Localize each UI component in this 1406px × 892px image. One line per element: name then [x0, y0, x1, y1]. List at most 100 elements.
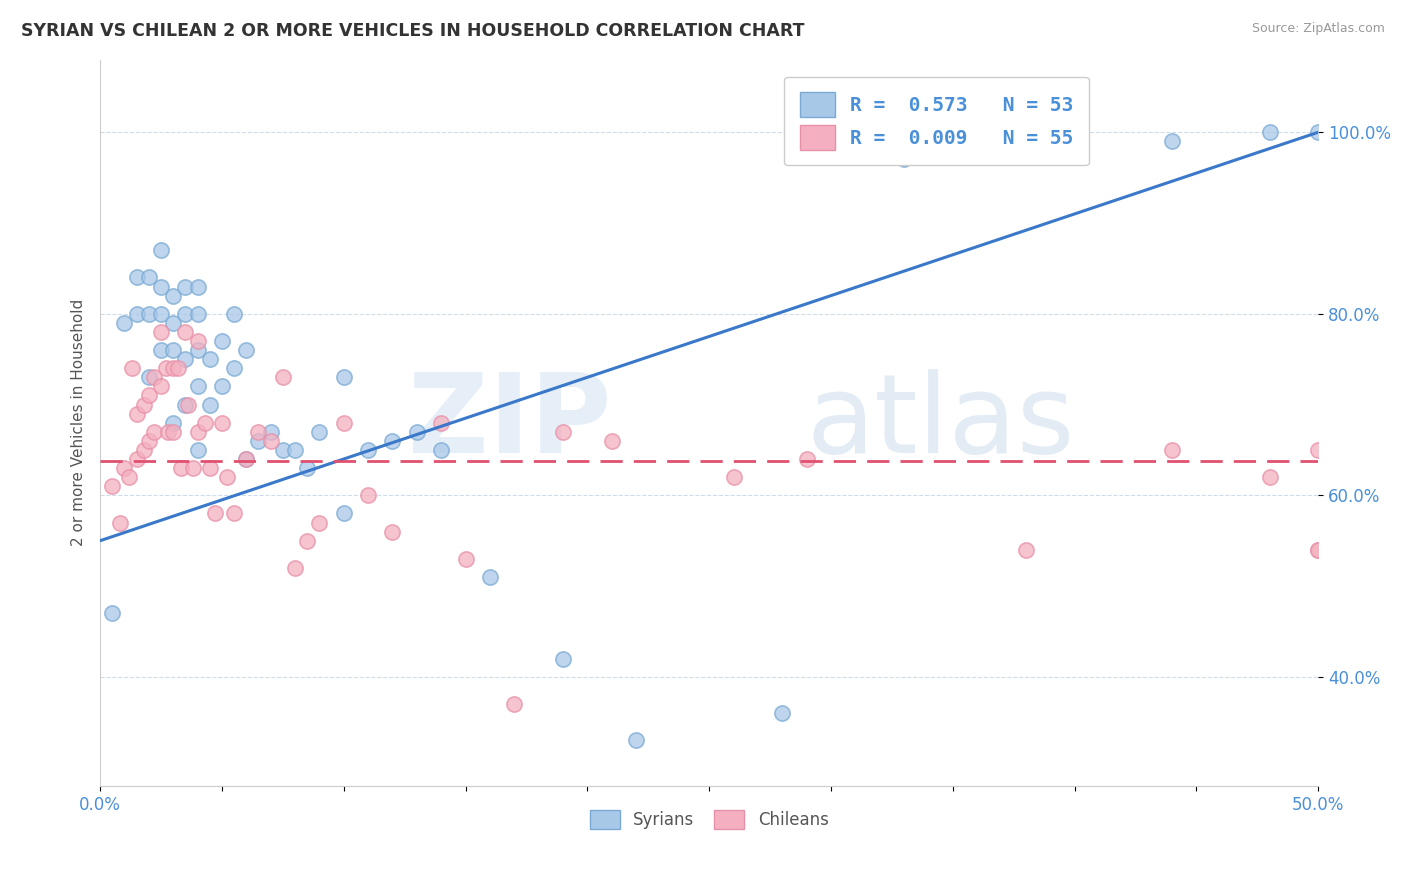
Text: SYRIAN VS CHILEAN 2 OR MORE VEHICLES IN HOUSEHOLD CORRELATION CHART: SYRIAN VS CHILEAN 2 OR MORE VEHICLES IN …: [21, 22, 804, 40]
Point: [142, 425, 165, 439]
Point: [796, 452, 818, 467]
Point: [430, 442, 453, 457]
Point: [723, 470, 745, 484]
Text: atlas: atlas: [807, 369, 1076, 476]
Point: [162, 425, 184, 439]
Point: [162, 316, 184, 330]
Point: [174, 307, 197, 321]
Point: [551, 425, 574, 439]
Point: [101, 607, 124, 621]
Point: [211, 379, 233, 393]
Point: [1161, 442, 1184, 457]
Point: [150, 307, 173, 321]
Point: [297, 533, 319, 548]
Point: [271, 370, 294, 384]
Point: [1015, 542, 1038, 557]
Point: [381, 524, 404, 539]
Point: [187, 307, 209, 321]
Point: [187, 334, 209, 348]
Point: [142, 370, 165, 384]
Point: [150, 325, 173, 339]
Point: [138, 388, 160, 402]
Point: [1308, 542, 1330, 557]
Point: [138, 270, 160, 285]
Point: [600, 434, 623, 448]
Point: [150, 279, 173, 293]
Point: [332, 507, 354, 521]
Point: [114, 316, 136, 330]
Point: [1015, 125, 1038, 139]
Point: [162, 416, 184, 430]
Point: [132, 442, 155, 457]
Point: [224, 307, 246, 321]
Point: [271, 442, 294, 457]
Point: [125, 307, 148, 321]
Point: [1308, 442, 1330, 457]
Point: [1308, 125, 1330, 139]
Point: [198, 352, 221, 367]
Point: [174, 279, 197, 293]
Point: [187, 425, 209, 439]
Point: [260, 425, 283, 439]
Point: [138, 370, 160, 384]
Point: [177, 398, 200, 412]
Point: [194, 416, 217, 430]
Point: [247, 425, 270, 439]
Point: [284, 561, 307, 575]
Point: [357, 488, 380, 502]
Point: [308, 516, 330, 530]
Point: [503, 697, 526, 711]
Point: [108, 516, 131, 530]
Point: [224, 361, 246, 376]
Point: [405, 425, 427, 439]
Text: ZIP: ZIP: [408, 369, 612, 476]
Point: [101, 479, 124, 493]
Point: [235, 452, 257, 467]
Point: [357, 442, 380, 457]
Point: [198, 398, 221, 412]
Point: [332, 370, 354, 384]
Point: [332, 416, 354, 430]
Point: [187, 279, 209, 293]
Point: [1258, 470, 1281, 484]
Point: [215, 470, 238, 484]
Point: [211, 334, 233, 348]
Point: [224, 507, 246, 521]
Point: [308, 425, 330, 439]
Point: [162, 288, 184, 302]
Point: [174, 325, 197, 339]
Point: [118, 470, 141, 484]
Point: [125, 270, 148, 285]
Point: [150, 244, 173, 258]
Point: [125, 452, 148, 467]
Legend: Syrians, Chileans: Syrians, Chileans: [583, 803, 835, 836]
Point: [187, 343, 209, 357]
Point: [770, 706, 793, 721]
Point: [260, 434, 283, 448]
Point: [211, 416, 233, 430]
Point: [174, 398, 197, 412]
Point: [454, 552, 477, 566]
Point: [150, 379, 173, 393]
Point: [162, 361, 184, 376]
Point: [284, 442, 307, 457]
Point: [187, 379, 209, 393]
Point: [169, 461, 191, 475]
Point: [187, 442, 209, 457]
Point: [114, 461, 136, 475]
Point: [551, 651, 574, 665]
Point: [297, 461, 319, 475]
Point: [121, 361, 143, 376]
Point: [235, 452, 257, 467]
Point: [198, 461, 221, 475]
Point: [132, 398, 155, 412]
Point: [624, 733, 647, 747]
Point: [1258, 125, 1281, 139]
Point: [174, 352, 197, 367]
Point: [150, 343, 173, 357]
Point: [381, 434, 404, 448]
Point: [155, 361, 177, 376]
Text: Source: ZipAtlas.com: Source: ZipAtlas.com: [1251, 22, 1385, 36]
Point: [1161, 134, 1184, 148]
Point: [247, 434, 270, 448]
